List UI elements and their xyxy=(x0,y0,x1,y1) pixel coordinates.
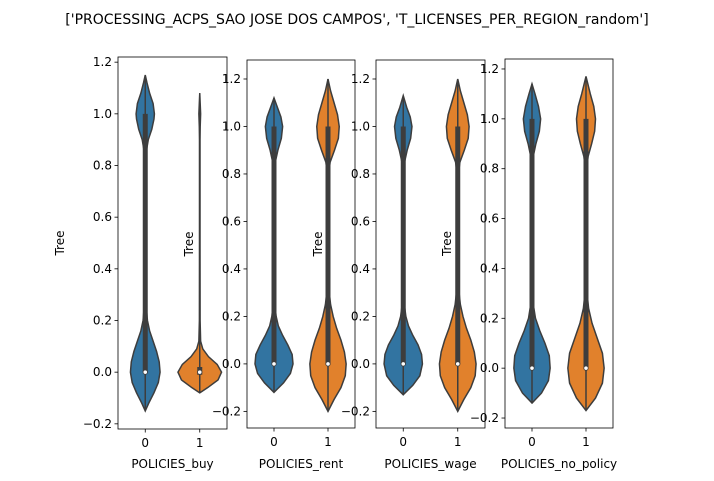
axes-frame xyxy=(117,56,228,430)
median-point-POLICIES_buy-1 xyxy=(197,369,203,375)
subplot-1: −0.2 0.0 0.2 0.4 0.6 0.8 1.0 1.2 0 1 POLICIES_buy T… xyxy=(53,55,228,471)
x-tick-label: 1 xyxy=(196,436,204,450)
y-tick-label: 1.0 xyxy=(480,112,499,126)
y-axis-label: Tree xyxy=(53,230,67,256)
y-tick-label: 1.2 xyxy=(351,72,370,86)
y-tick-label: 0.4 xyxy=(222,262,241,276)
y-tick-label: 0.2 xyxy=(351,309,370,323)
y-tick-label: −0.2 xyxy=(83,417,112,431)
median-point-POLICIES_buy-0 xyxy=(142,369,148,375)
y-tick-label: 0.0 xyxy=(480,361,499,375)
y-axis-label: Tree xyxy=(311,231,325,257)
x-tick-label: 1 xyxy=(324,435,332,449)
y-tick-label: 0.4 xyxy=(93,262,112,276)
y-tick-label: 0.4 xyxy=(480,261,499,275)
median-point-POLICIES_no_policy-0 xyxy=(529,365,535,371)
axes-frame xyxy=(504,58,614,429)
y-tick-label: 0.8 xyxy=(480,162,499,176)
figure-title: ['PROCESSING_ACPS_SAO JOSE DOS CAMPOS', … xyxy=(65,12,648,28)
axes-frame xyxy=(375,59,486,429)
x-axis-label: POLICIES_wage xyxy=(384,457,476,471)
median-point-POLICIES_wage-0 xyxy=(400,361,406,367)
y-tick-label: 0.4 xyxy=(351,262,370,276)
y-tick-label: 0.6 xyxy=(222,214,241,228)
y-tick-label: −0.2 xyxy=(470,411,499,425)
median-point-POLICIES_no_policy-1 xyxy=(583,365,589,371)
y-tick-label: 0.8 xyxy=(222,167,241,181)
y-tick-label: −0.2 xyxy=(212,404,241,418)
x-tick-label: 0 xyxy=(270,435,278,449)
median-point-POLICIES_rent-0 xyxy=(271,361,277,367)
y-tick-label: 1.0 xyxy=(93,107,112,121)
x-tick-label: 0 xyxy=(528,435,536,449)
y-tick-label: 0.6 xyxy=(351,214,370,228)
y-tick-label: 0.8 xyxy=(93,159,112,173)
y-axis-label: Tree xyxy=(440,231,454,257)
y-tick-label: 1.2 xyxy=(93,55,112,69)
y-tick-label: 0.6 xyxy=(93,210,112,224)
y-tick-label: 0.2 xyxy=(222,309,241,323)
subplot-3: −0.2 0.0 0.2 0.4 0.6 0.8 1.0 1.2 0 1 POLICIES_wage… xyxy=(311,59,486,471)
x-axis-label: POLICIES_no_policy xyxy=(501,457,617,471)
y-tick-label: 0.6 xyxy=(480,212,499,226)
y-tick-label: 0.2 xyxy=(93,314,112,328)
y-tick-label: 1.2 xyxy=(480,62,499,76)
subplot-2: −0.2 0.0 0.2 0.4 0.6 0.8 1.0 1.2 0 1 POLICIES_rent… xyxy=(182,59,356,471)
x-tick-label: 1 xyxy=(454,435,462,449)
y-tick-label: 0.2 xyxy=(480,311,499,325)
x-tick-label: 1 xyxy=(582,435,590,449)
y-tick-label: 0.0 xyxy=(222,357,241,371)
y-tick-label: 0.0 xyxy=(351,357,370,371)
y-tick-label: 1.0 xyxy=(222,119,241,133)
x-tick-label: 0 xyxy=(399,435,407,449)
y-tick-label: 0.8 xyxy=(351,167,370,181)
axes-frame xyxy=(246,59,356,429)
y-axis-label: Tree xyxy=(182,231,196,257)
y-tick-label: 0.0 xyxy=(93,365,112,379)
y-tick-label: 1.2 xyxy=(222,72,241,86)
subplots: −0.2 0.0 0.2 0.4 0.6 0.8 1.0 1.2 0 1 POLICIES_buy T… xyxy=(53,55,617,471)
y-tick-label: 1.0 xyxy=(351,119,370,133)
subplot-4: −0.2 0.0 0.2 0.4 0.6 0.8 1.0 1.2 0 1 POLICIES_no_p… xyxy=(440,58,617,471)
median-point-POLICIES_rent-1 xyxy=(325,361,331,367)
median-point-POLICIES_wage-1 xyxy=(455,361,461,367)
x-axis-label: POLICIES_buy xyxy=(131,457,213,471)
x-tick-label: 0 xyxy=(141,436,149,450)
x-axis-label: POLICIES_rent xyxy=(259,457,344,471)
y-tick-label: −0.2 xyxy=(341,404,370,418)
